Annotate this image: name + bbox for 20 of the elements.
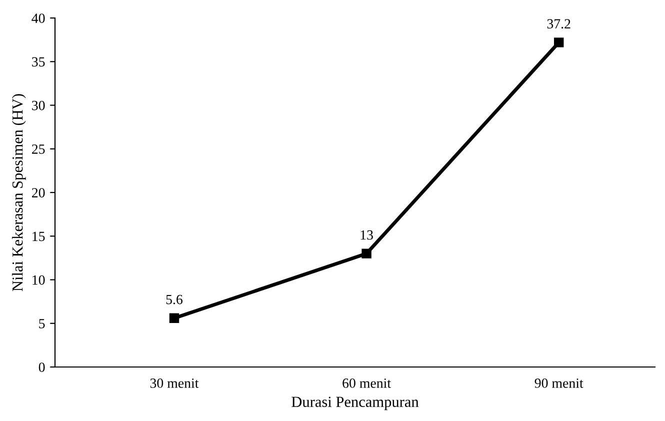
y-tick-label: 30 — [32, 100, 45, 110]
data-label: 5.6 — [166, 294, 182, 304]
point — [362, 248, 372, 258]
y-tick-label: 5 — [39, 319, 45, 328]
y-tick-label: 40 — [32, 14, 45, 23]
y-tick-label: 10 — [32, 275, 45, 285]
data-label: 13 — [360, 230, 373, 240]
x-tick-label: 30 menit — [150, 378, 199, 388]
data-label: 37.2 — [547, 19, 570, 29]
point — [554, 38, 564, 48]
y-tick-label: 20 — [32, 188, 45, 198]
point — [169, 313, 180, 323]
y-tick-label: 15 — [32, 232, 45, 242]
y-tick-label: 35 — [32, 57, 45, 67]
y-tick-label: 25 — [32, 144, 45, 154]
x-tick-label: 90 menit — [534, 378, 584, 388]
y-tick-label: 0 — [38, 362, 45, 372]
x-tick-label: 60 menit — [342, 378, 391, 388]
x-axis-title: Durasi Pencampuran — [292, 396, 419, 410]
y-axis-title: Nilai Kekerasan Spesimen (HV) — [12, 94, 26, 292]
